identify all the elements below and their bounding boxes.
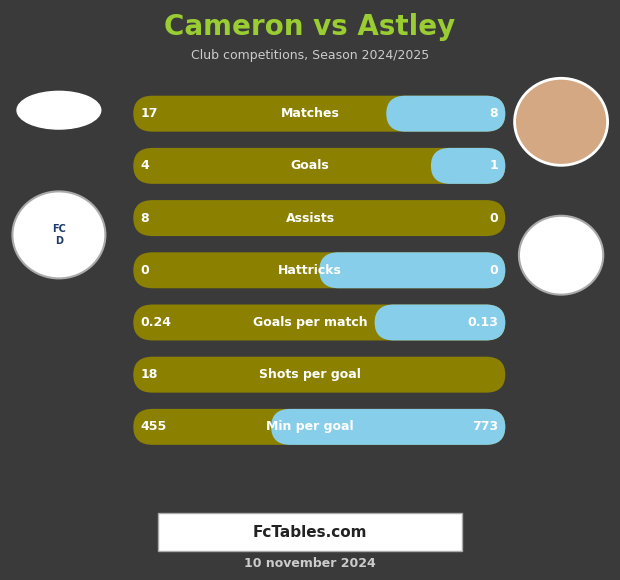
FancyBboxPatch shape [133, 357, 505, 393]
Ellipse shape [17, 91, 100, 129]
Text: Cameron vs Astley: Cameron vs Astley [164, 13, 456, 41]
FancyBboxPatch shape [386, 96, 505, 132]
Text: 8: 8 [141, 212, 149, 224]
FancyBboxPatch shape [133, 96, 505, 132]
FancyBboxPatch shape [133, 148, 505, 184]
Circle shape [12, 191, 105, 278]
Circle shape [519, 216, 603, 295]
Text: 10 november 2024: 10 november 2024 [244, 557, 376, 570]
Text: 773: 773 [472, 420, 498, 433]
Text: 0: 0 [489, 212, 498, 224]
Text: FC
D: FC D [52, 224, 66, 246]
Text: Assists: Assists [285, 212, 335, 224]
FancyBboxPatch shape [133, 200, 505, 236]
FancyBboxPatch shape [133, 409, 505, 445]
Text: 4: 4 [141, 160, 149, 172]
Text: FcTables.com: FcTables.com [253, 525, 367, 539]
FancyBboxPatch shape [133, 252, 505, 288]
Text: Min per goal: Min per goal [266, 420, 354, 433]
Circle shape [515, 78, 608, 165]
Text: 0.24: 0.24 [141, 316, 172, 329]
Text: Goals per match: Goals per match [253, 316, 367, 329]
Text: 0: 0 [489, 264, 498, 277]
Text: 0: 0 [141, 264, 149, 277]
Text: Goals: Goals [291, 160, 329, 172]
Text: Club competitions, Season 2024/2025: Club competitions, Season 2024/2025 [191, 49, 429, 61]
Text: 1: 1 [489, 160, 498, 172]
Text: 455: 455 [141, 420, 167, 433]
Text: 18: 18 [141, 368, 158, 381]
Text: 8: 8 [489, 107, 498, 120]
FancyBboxPatch shape [133, 304, 505, 340]
FancyBboxPatch shape [319, 252, 505, 288]
FancyBboxPatch shape [431, 148, 505, 184]
Text: 17: 17 [141, 107, 158, 120]
Text: Hattricks: Hattricks [278, 264, 342, 277]
Text: Shots per goal: Shots per goal [259, 368, 361, 381]
Text: 0.13: 0.13 [467, 316, 498, 329]
FancyBboxPatch shape [374, 304, 505, 340]
FancyBboxPatch shape [158, 513, 462, 551]
FancyBboxPatch shape [271, 409, 505, 445]
Text: Matches: Matches [281, 107, 339, 120]
